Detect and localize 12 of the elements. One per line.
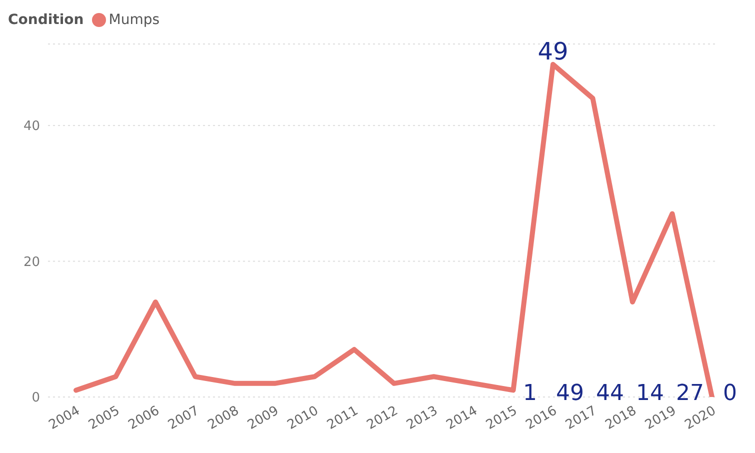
y-tick-label: 0 (32, 390, 40, 406)
y-tick-label: 40 (23, 119, 40, 134)
annotation: 49 (538, 37, 568, 66)
text: 0 (723, 381, 737, 406)
y-tick-label: 20 (23, 254, 40, 270)
annotation: 14 (636, 381, 664, 406)
annotation: 27 (676, 381, 704, 406)
annotation: 49 (556, 381, 584, 406)
legend-label: Mumps (108, 12, 160, 28)
annotation: 44 (596, 381, 624, 406)
annotation: 1 (523, 381, 537, 406)
legend-title: Condition (8, 12, 84, 28)
